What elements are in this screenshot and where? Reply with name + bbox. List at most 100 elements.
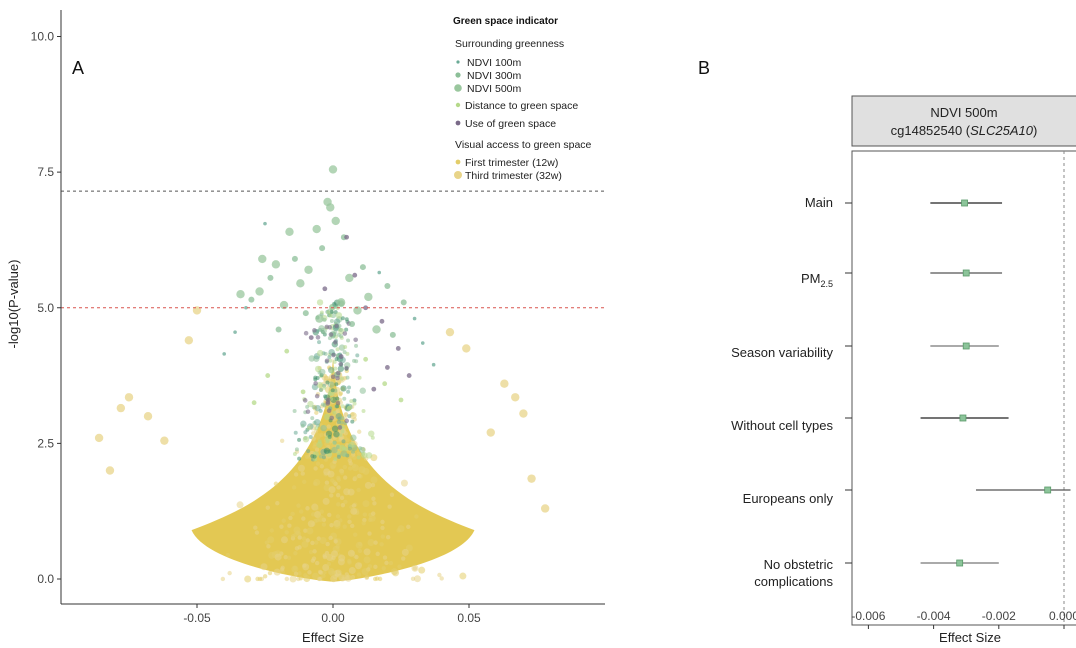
spike-point-use [305, 409, 311, 414]
cloud-point [325, 541, 330, 547]
cloud-point [301, 536, 307, 541]
spike-point-use [342, 331, 348, 336]
cloud-point [220, 576, 226, 582]
scatter-point [116, 403, 126, 413]
scatter-point [244, 305, 248, 310]
cloud-point [343, 411, 349, 417]
cloud-point [381, 566, 386, 571]
cloud-point [303, 573, 308, 578]
cloud-point [350, 507, 358, 515]
cloud-point [322, 564, 330, 572]
cloud-point [335, 514, 341, 519]
spike-point-use [335, 400, 341, 406]
spike-point-use [303, 330, 309, 336]
spike-point [330, 388, 335, 393]
cloud-point [328, 535, 333, 541]
cloud-point [371, 496, 376, 501]
spike-point-use [315, 335, 321, 340]
scatter-point [377, 270, 382, 275]
cloud-point [347, 458, 352, 463]
cloud-point [338, 518, 343, 523]
legend-label-ndvi-100m: NDVI 100m [467, 57, 522, 69]
spike-point [320, 402, 325, 407]
cloud-point [356, 572, 362, 577]
spike-point [361, 451, 366, 456]
cloud-point [379, 542, 384, 547]
cloud-point [348, 454, 353, 460]
spike-point [340, 385, 347, 392]
facet-strip-close: ) [1033, 123, 1037, 138]
cloud-point [319, 464, 325, 469]
legend-swatch-ndvi-100m [456, 60, 460, 64]
scatter-point [315, 314, 324, 323]
cloud-point [319, 536, 327, 544]
spike-point [329, 309, 334, 314]
cloud-point [269, 528, 274, 533]
spike-point [328, 381, 335, 388]
spike-point [339, 334, 344, 339]
scatter-point [527, 474, 536, 483]
scatter-point [285, 227, 294, 236]
scatter-point [500, 379, 509, 388]
spike-point [343, 345, 348, 350]
facet-strip [851, 95, 1076, 147]
x-axis-title: Effect Size [302, 630, 364, 645]
scatter-point [105, 466, 115, 475]
cloud-point [297, 545, 302, 550]
cloud-point [287, 523, 292, 528]
cloud-point [290, 534, 296, 539]
row-label-obstetric-line2: complications [754, 574, 833, 589]
scatter-point [363, 356, 369, 362]
cloud-point [347, 514, 352, 519]
scatter-point [248, 296, 255, 303]
cloud-point [290, 511, 295, 517]
spike-point-use [329, 415, 335, 421]
spike-point [339, 376, 344, 381]
spike-point [307, 425, 312, 430]
spike-point [316, 299, 324, 306]
spike-point [324, 413, 331, 421]
spike-point-use [312, 328, 317, 333]
spike-point [308, 355, 315, 362]
cloud-point [298, 576, 303, 581]
panel-a: A 0.0 2.5 5.0 7.5 10.0 -0.05 0.00 0.05 Effect … [6, 10, 605, 645]
cloud-point [254, 530, 260, 535]
legend-swatch-first-trimester [455, 159, 461, 165]
scatter-point [364, 292, 373, 302]
spike-point [311, 405, 316, 410]
scatter-point [353, 306, 362, 315]
spike-point [320, 424, 327, 432]
cloud-point [418, 566, 426, 574]
forest-x-tick-label: -0.004 [917, 609, 951, 623]
legend-swatch-ndvi-300m [455, 72, 461, 78]
scatter-points [94, 165, 550, 513]
spike-point [355, 353, 360, 358]
scatter-point [302, 310, 309, 317]
x-tick-label: 0.05 [457, 611, 481, 625]
spike-point [351, 449, 356, 454]
cloud-point [266, 544, 271, 549]
cloud-point [338, 554, 346, 562]
cloud-point [326, 561, 332, 567]
spike-point [350, 419, 355, 424]
cloud-point [312, 444, 317, 449]
legend: Green space indicator Surrounding greenn… [453, 16, 592, 182]
cloud-point [382, 555, 388, 560]
spike-point [352, 401, 357, 406]
cloud-point [354, 562, 362, 570]
scatter-point [336, 298, 346, 307]
cloud-point [348, 567, 356, 575]
spike-point [312, 454, 317, 459]
forest-rows [845, 199, 1071, 567]
scatter-point [300, 389, 306, 395]
cloud-point [314, 447, 320, 452]
cloud-point [273, 481, 279, 486]
cloud-point [370, 482, 376, 488]
cloud-point [354, 554, 359, 560]
cloud-point [304, 454, 310, 459]
cloud-point [308, 549, 314, 555]
scatter-point [322, 286, 328, 292]
cloud-point [356, 487, 361, 493]
cloud-point [299, 509, 304, 514]
